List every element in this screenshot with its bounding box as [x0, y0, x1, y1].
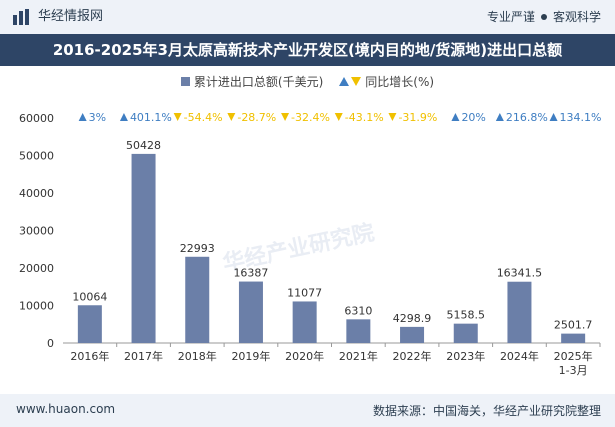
slogan: 专业严谨 客观科学 [487, 9, 601, 25]
y-tick-label: 10000 [19, 300, 54, 313]
growth-rate-label: -54.4% [184, 111, 223, 124]
top-bar: 华经情报网 专业严谨 客观科学 [0, 0, 615, 34]
y-tick-label: 0 [47, 337, 54, 350]
x-tick-label: 2022年 [393, 349, 432, 363]
bar [507, 281, 532, 343]
legend-down-triangle-icon [351, 76, 362, 86]
growth-down-triangle-icon [334, 113, 343, 121]
growth-up-triangle-icon [119, 113, 128, 121]
growth-rate-label: 20% [461, 111, 485, 124]
growth-rate-label: 3% [89, 111, 106, 124]
bar [185, 256, 210, 343]
bar [238, 281, 263, 343]
legend-item-bars: 累计进出口总额(千美元) [180, 73, 324, 90]
footer-source: 数据来源：中国海关，华经产业研究院整理 [372, 404, 601, 418]
x-tick-label: 2017年 [124, 349, 163, 363]
x-tick-label: 2021年 [339, 349, 378, 363]
growth-rate-label: 216.8% [506, 111, 548, 124]
bar [453, 323, 478, 343]
x-tick-label: 2020年 [285, 349, 324, 363]
footer-url[interactable]: www.huaon.com [16, 402, 116, 416]
bar-value-label: 50428 [126, 139, 161, 152]
bar-chart: 华经产业研究院010000200003000040000500006000010… [19, 111, 602, 377]
y-tick-label: 40000 [19, 187, 54, 200]
chart-legend: 累计进出口总额(千美元) 同比增长(%) [0, 70, 615, 92]
x-tick-label: 2023年 [446, 349, 485, 363]
bar-value-label: 4298.9 [393, 312, 432, 325]
bar-value-label: 11077 [287, 286, 322, 299]
y-tick-label: 60000 [19, 112, 54, 125]
growth-rate-label: -43.1% [345, 111, 384, 124]
growth-down-triangle-icon [173, 113, 182, 121]
growth-up-triangle-icon [495, 113, 504, 121]
x-tick-label: 2019年 [231, 349, 270, 363]
bar-value-label: 6310 [344, 304, 372, 317]
footer: www.huaon.com 数据来源：中国海关，华经产业研究院整理 [0, 394, 615, 427]
y-tick-label: 20000 [19, 262, 54, 275]
x-tick-label: 2025年 [554, 349, 593, 363]
y-tick-label: 50000 [19, 150, 54, 163]
bar-value-label: 2501.7 [554, 319, 593, 332]
growth-rate-label: -31.9% [398, 111, 437, 124]
legend-growth-label: 同比增长(%) [365, 74, 435, 89]
growth-rate-label: -32.4% [291, 111, 330, 124]
legend-up-triangle-icon [339, 76, 350, 86]
growth-down-triangle-icon [227, 113, 236, 121]
y-tick-label: 30000 [19, 225, 54, 238]
slogan-right: 客观科学 [552, 10, 601, 24]
growth-down-triangle-icon [388, 113, 397, 121]
legend-bar-label: 累计进出口总额(千美元) [193, 74, 324, 89]
growth-down-triangle-icon [281, 113, 290, 121]
bar-value-label: 10064 [72, 290, 107, 303]
bar-value-label: 16341.5 [497, 267, 543, 280]
bar [77, 305, 102, 343]
chart-title: 2016-2025年3月太原高新技术产业开发区(境内目的地/货源地)进出口总额 [52, 41, 563, 59]
growth-up-triangle-icon [451, 113, 460, 121]
bar [131, 153, 156, 343]
bar-chart-logo-icon [13, 9, 29, 25]
x-tick-label: 2024年 [500, 349, 539, 363]
x-tick-label: 2018年 [178, 349, 217, 363]
growth-up-triangle-icon [549, 113, 558, 121]
bar-value-label: 22993 [180, 242, 215, 255]
bar [561, 333, 586, 343]
bar [292, 301, 317, 343]
brand-name: 华经情报网 [38, 9, 104, 24]
x-tick-label: 1-3月 [559, 364, 588, 377]
separator-dot-icon [540, 14, 547, 20]
title-bar: 2016-2025年3月太原高新技术产业开发区(境内目的地/货源地)进出口总额 [0, 34, 615, 66]
bar-value-label: 5158.5 [447, 309, 486, 322]
growth-rate-label: 134.1% [560, 111, 602, 124]
legend-bar-swatch-icon [180, 76, 190, 86]
growth-rate-label: -28.7% [237, 111, 276, 124]
slogan-left: 专业严谨 [486, 10, 535, 24]
x-tick-label: 2016年 [70, 349, 109, 363]
bar-value-label: 16387 [233, 267, 268, 280]
legend-item-growth: 同比增长(%) [339, 73, 434, 90]
bar [400, 326, 425, 343]
growth-rate-label: 401.1% [130, 111, 172, 124]
bar [346, 319, 371, 343]
growth-up-triangle-icon [78, 113, 87, 121]
